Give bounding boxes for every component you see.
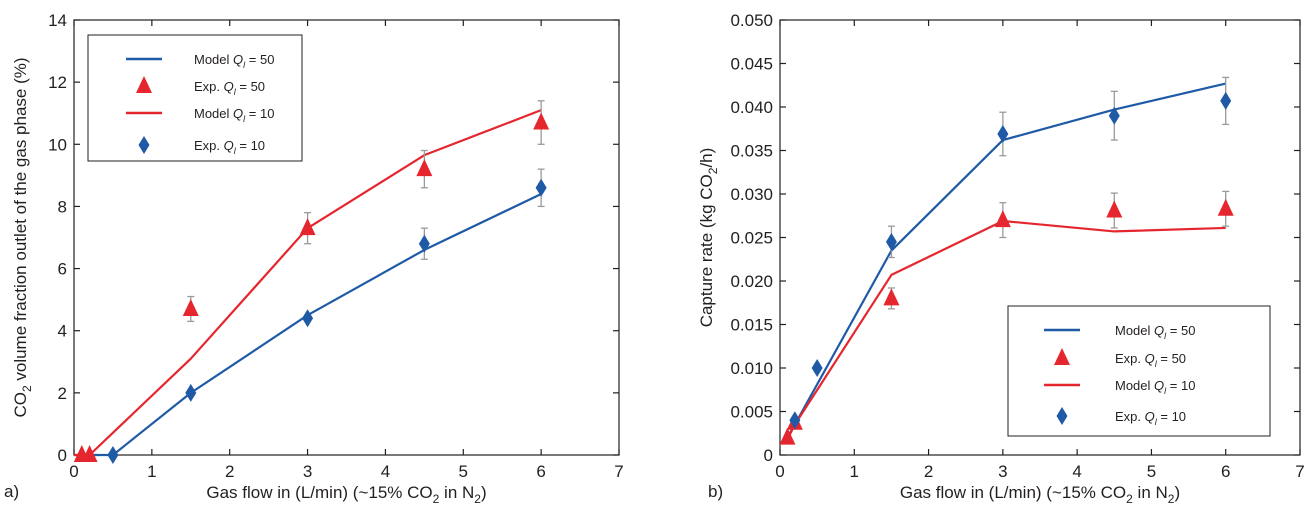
y-axis-label: CO2 volume fraction outlet of the gas ph… — [11, 57, 34, 417]
y-tick-label: 0 — [58, 446, 67, 465]
x-tick-label: 4 — [1072, 462, 1081, 481]
legend-box — [87, 34, 303, 162]
y-tick-label: 0.045 — [730, 55, 773, 74]
x-tick-label: 7 — [1295, 462, 1304, 481]
data-point-triangle — [299, 218, 316, 236]
legend-label: Model Ql = 50 — [194, 52, 274, 70]
data-point-diamond — [885, 232, 897, 251]
legend-diamond-marker — [1056, 407, 1068, 425]
y-tick-label: 4 — [58, 322, 67, 341]
legend-label: Model Ql = 10 — [194, 106, 274, 124]
data-point-diamond — [535, 178, 547, 197]
y-tick-label: 10 — [48, 135, 67, 154]
data-point-diamond — [107, 446, 119, 464]
x-tick-label: 0 — [775, 462, 784, 481]
data-point-diamond — [418, 234, 430, 253]
data-point-triangle — [81, 445, 98, 462]
legend-label: Exp. Ql = 50 — [194, 79, 265, 97]
x-tick-label: 3 — [998, 462, 1007, 481]
legend-box — [1007, 305, 1271, 437]
y-tick-label: 0 — [764, 446, 773, 465]
legend-triangle-marker — [1054, 348, 1070, 365]
data-point-diamond — [185, 383, 197, 402]
data-point-diamond — [811, 359, 823, 377]
legend-triangle-marker — [136, 76, 152, 93]
x-tick-label: 1 — [147, 462, 156, 481]
data-point-triangle — [182, 298, 199, 316]
legend-label: Model Ql = 10 — [1115, 378, 1195, 396]
y-tick-label: 2 — [58, 384, 67, 403]
legend-diamond-marker — [138, 136, 150, 154]
data-point-triangle — [1106, 200, 1123, 218]
y-tick-label: 8 — [58, 197, 67, 216]
y-tick-label: 0.040 — [730, 98, 773, 117]
legend-label: Exp. Ql = 10 — [1115, 409, 1186, 427]
x-tick-label: 3 — [303, 462, 312, 481]
data-point-diamond — [789, 411, 801, 430]
x-tick-label: 5 — [459, 462, 468, 481]
y-tick-label: 0.015 — [730, 316, 773, 335]
legend: Model Ql = 50 Exp. Ql = 50 Model Ql = 10 Ex… — [1007, 305, 1271, 437]
y-tick-label: 14 — [48, 11, 67, 30]
x-tick-label: 0 — [69, 462, 78, 481]
data-point-triangle — [1217, 198, 1234, 216]
data-point-triangle — [883, 288, 900, 306]
data-point-diamond — [1108, 106, 1120, 125]
x-axis-label: Gas flow in (L/min) (~15% CO2 in N2) — [900, 483, 1180, 506]
x-tick-label: 6 — [1221, 462, 1230, 481]
legend-label: Model Ql = 50 — [1115, 323, 1195, 341]
data-point-diamond — [997, 124, 1009, 143]
y-tick-label: 0.030 — [730, 185, 773, 204]
x-tick-label: 7 — [614, 462, 623, 481]
plot-frame — [73, 19, 620, 456]
panel-label: b) — [708, 482, 723, 501]
y-tick-label: 0.020 — [730, 272, 773, 291]
y-tick-label: 0.005 — [730, 403, 773, 422]
x-axis-label: Gas flow in (L/min) (~15% CO2 in N2) — [206, 483, 486, 506]
data-point-triangle — [779, 427, 796, 445]
x-tick-label: 1 — [850, 462, 859, 481]
y-tick-label: 6 — [58, 260, 67, 279]
x-tick-label: 2 — [225, 462, 234, 481]
y-tick-label: 12 — [48, 73, 67, 92]
data-point-triangle — [416, 159, 433, 177]
x-tick-label: 5 — [1147, 462, 1156, 481]
x-tick-label: 2 — [924, 462, 933, 481]
panel-label: a) — [4, 482, 19, 501]
data-point-diamond — [302, 309, 314, 328]
series-line-0 — [74, 193, 542, 457]
chart-panel-b: 0 1 2 3 4 5 6 7 0 0.005 0.010 0.015 0.020 0.025 0.030 0… — [697, 11, 1305, 506]
data-point-triangle — [533, 112, 550, 130]
data-point-triangle — [994, 210, 1011, 228]
legend-label: Exp. Ql = 10 — [194, 138, 265, 156]
legend: Model Ql = 50 Exp. Ql = 50 Model Ql = 10 Ex… — [87, 34, 303, 162]
y-axis-label: Capture rate (kg CO2/h) — [697, 148, 720, 328]
series-line-2 — [74, 109, 542, 457]
data-point-diamond — [1220, 91, 1232, 110]
y-tick-label: 0.025 — [730, 229, 773, 248]
y-tick-label: 0.010 — [730, 359, 773, 378]
x-tick-label: 6 — [536, 462, 545, 481]
y-tick-label: 0.050 — [730, 11, 773, 30]
x-tick-label: 4 — [381, 462, 390, 481]
y-tick-label: 0.035 — [730, 142, 773, 161]
legend-label: Exp. Ql = 50 — [1115, 351, 1186, 369]
